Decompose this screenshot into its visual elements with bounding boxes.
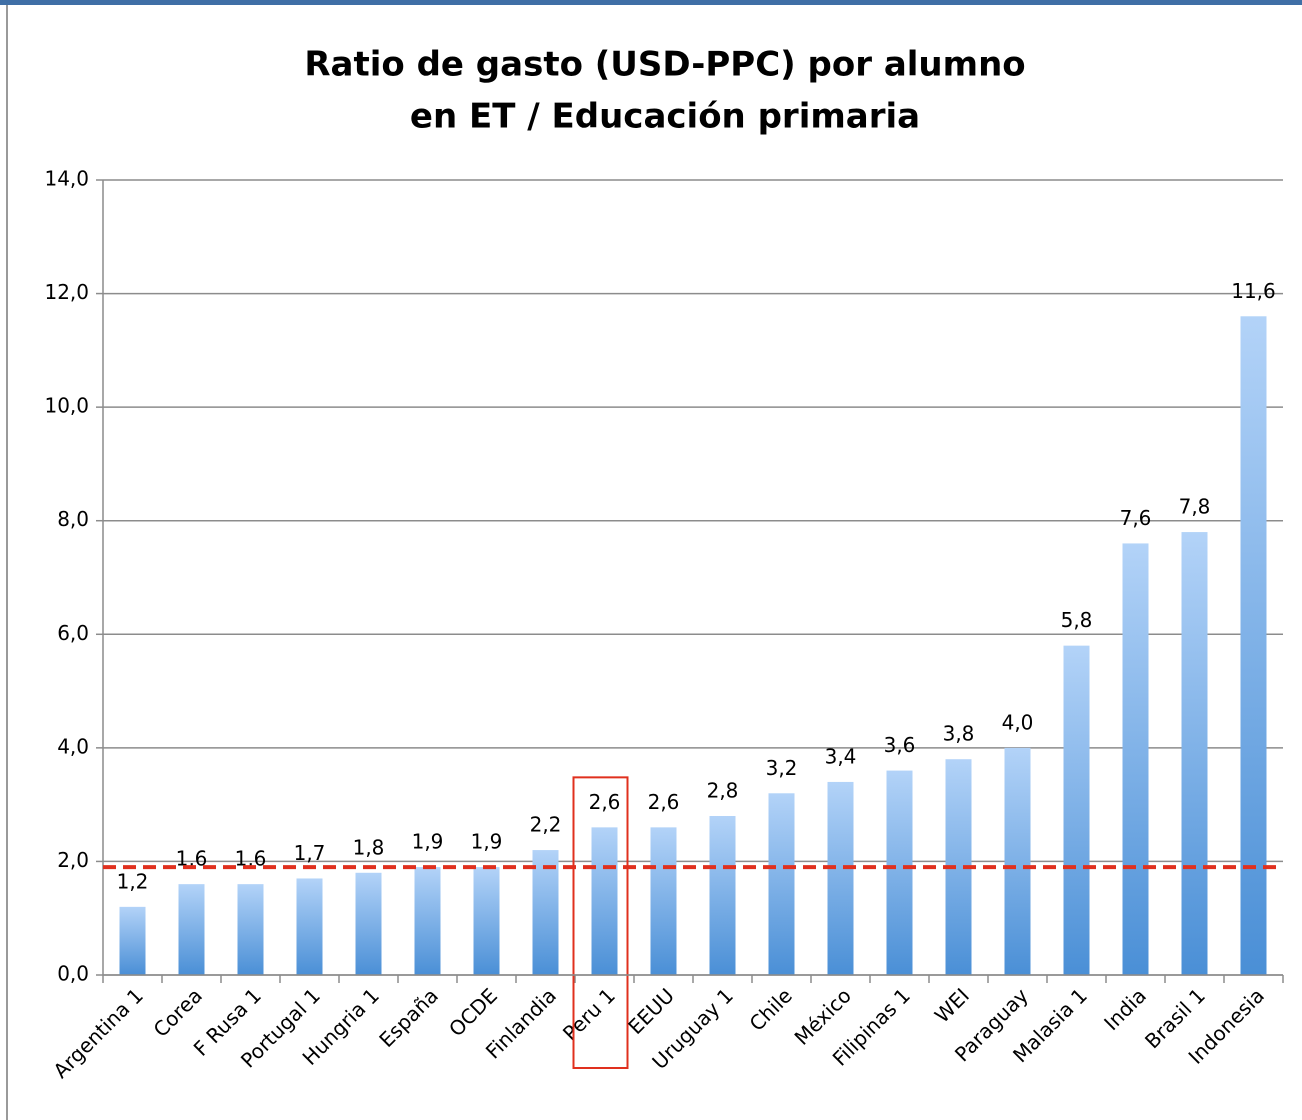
bar [178,884,205,975]
value-label: 1,7 [294,841,326,865]
value-label: 3,4 [825,744,857,768]
x-tick-label: España [374,983,443,1052]
bar [237,884,264,975]
bar [709,816,736,975]
value-label: 1,2 [117,869,149,893]
value-label: 1,9 [412,830,444,854]
value-label: 7,6 [1120,506,1152,530]
y-tick-label: 6,0 [57,621,89,645]
bar [355,872,382,975]
x-tick-label: OCDE [444,983,502,1041]
bar [473,867,500,975]
y-tick-label: 14,0 [44,167,89,191]
x-tick-label: Peru 1 [558,983,620,1045]
y-tick-label: 2,0 [57,848,89,872]
x-tick-label: Argentina 1 [48,983,147,1082]
bar [650,827,677,975]
highlight-box [572,776,629,1069]
y-tick-label: 0,0 [57,962,89,986]
x-tick-label: Chile [745,983,797,1035]
bar [414,867,441,975]
value-label: 4,0 [1002,710,1034,734]
value-label: 1,8 [353,835,385,859]
chart-title: en ET / Educación primaria [410,97,920,137]
value-label: 1,9 [471,830,503,854]
bar [1063,645,1090,975]
value-label: 3,6 [884,733,916,757]
chart-title: Ratio de gasto (USD-PPC) por alumno [304,45,1025,85]
bar [827,781,854,975]
bar [296,878,323,975]
y-tick-label: 12,0 [44,280,89,304]
value-label: 7,8 [1179,495,1211,519]
bar [1004,747,1031,975]
bar [119,906,146,975]
value-label: 5,8 [1061,608,1093,632]
bar [1240,316,1267,975]
value-label: 2,2 [530,813,562,837]
bar [1122,543,1149,975]
y-tick-label: 8,0 [57,507,89,531]
x-tick-label: WEI [930,983,974,1027]
x-tick-label: EEUU [623,983,679,1039]
bar [1181,532,1208,975]
bar [768,793,795,975]
x-tick-label: India [1099,983,1151,1035]
y-tick-label: 10,0 [44,394,89,418]
top-border [0,0,1302,5]
value-label: 11,6 [1231,279,1276,303]
bar [886,770,913,975]
value-label: 2,8 [707,779,739,803]
bar [532,850,559,975]
y-tick-label: 4,0 [57,734,89,758]
value-label: 3,2 [766,756,798,780]
value-label: 2,6 [589,790,621,814]
value-label: 3,8 [943,722,975,746]
value-label: 2,6 [648,790,680,814]
bar [591,827,618,975]
